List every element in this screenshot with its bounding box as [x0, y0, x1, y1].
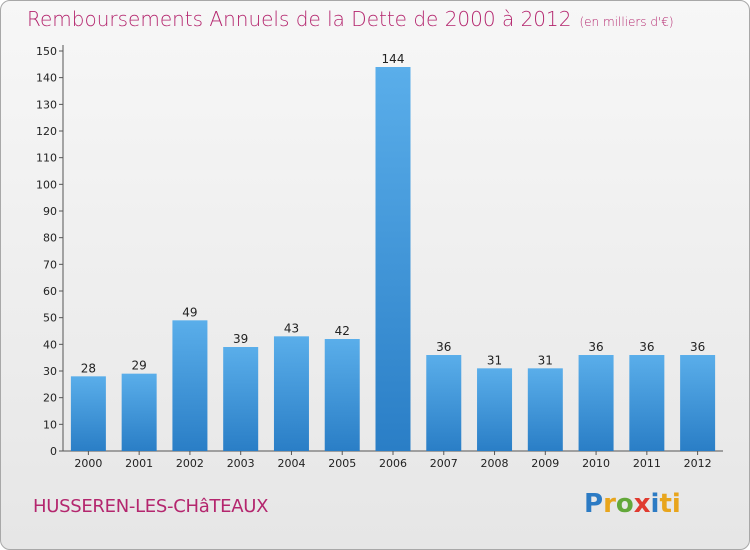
data-label: 36 [639, 340, 654, 354]
logo-letter: ti [659, 489, 681, 519]
proxiti-logo: Proxiti [584, 489, 681, 519]
bar [223, 347, 259, 451]
logo-letter: x [633, 489, 651, 519]
y-tick-label: 50 [43, 312, 57, 325]
chart-unit-note: (en milliers d'€) [579, 15, 674, 29]
data-label: 28 [81, 361, 96, 375]
bar [680, 355, 716, 451]
bar [426, 355, 462, 451]
commune-name: HUSSEREN-LES-CHâTEAUX [33, 496, 269, 517]
x-tick-label: 2012 [684, 457, 712, 470]
x-tick-label: 2001 [125, 457, 153, 470]
x-tick-label: 2002 [176, 457, 204, 470]
bar [578, 355, 614, 451]
chart-title-text: Remboursements Annuels de la Dette de 20… [27, 7, 572, 31]
bar [477, 368, 513, 451]
bar [375, 67, 411, 451]
y-tick-label: 120 [36, 125, 57, 138]
x-tick-label: 2011 [633, 457, 661, 470]
data-label: 39 [233, 332, 248, 346]
chart-title: Remboursements Annuels de la Dette de 20… [27, 7, 674, 31]
data-label: 43 [284, 321, 299, 335]
bar [324, 339, 360, 451]
y-tick-label: 10 [43, 418, 57, 431]
y-tick-label: 100 [36, 178, 57, 191]
x-tick-label: 2000 [74, 457, 102, 470]
data-label: 36 [436, 340, 451, 354]
bar [629, 355, 665, 451]
logo-letter: P [584, 489, 604, 519]
bar [273, 336, 309, 451]
x-tick-label: 2006 [379, 457, 407, 470]
x-tick-label: 2007 [430, 457, 458, 470]
y-tick-label: 90 [43, 205, 57, 218]
logo-letter: i [650, 489, 660, 519]
bar [70, 376, 106, 451]
x-tick-label: 2005 [328, 457, 356, 470]
x-tick-label: 2010 [582, 457, 610, 470]
data-label: 31 [538, 353, 553, 367]
y-tick-label: 40 [43, 338, 57, 351]
data-label: 36 [588, 340, 603, 354]
data-label: 36 [690, 340, 705, 354]
data-label: 31 [487, 353, 502, 367]
data-label: 29 [132, 359, 147, 373]
y-tick-label: 60 [43, 285, 57, 298]
y-tick-label: 110 [36, 152, 57, 165]
data-label: 42 [335, 324, 350, 338]
bar [527, 368, 563, 451]
bar [121, 373, 157, 451]
x-tick-label: 2009 [531, 457, 559, 470]
x-tick-label: 2004 [277, 457, 305, 470]
data-label: 144 [382, 52, 405, 66]
y-tick-label: 0 [50, 445, 57, 458]
y-tick-label: 140 [36, 72, 57, 85]
y-tick-label: 20 [43, 392, 57, 405]
y-tick-label: 130 [36, 98, 57, 111]
bar [172, 320, 208, 451]
y-tick-label: 150 [36, 45, 57, 58]
y-tick-label: 80 [43, 232, 57, 245]
x-tick-label: 2008 [481, 457, 509, 470]
logo-letter: r [603, 489, 616, 519]
y-tick-label: 30 [43, 365, 57, 378]
y-tick-label: 70 [43, 258, 57, 271]
x-tick-label: 2003 [227, 457, 255, 470]
data-label: 49 [182, 305, 197, 319]
logo-letter: o [615, 489, 634, 519]
